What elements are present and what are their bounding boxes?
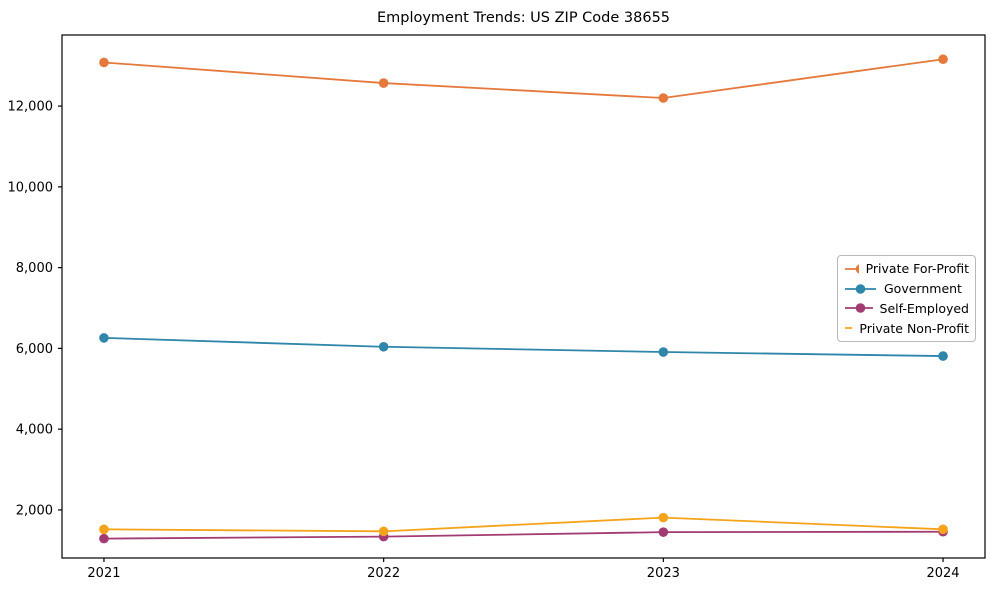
legend-swatch (845, 283, 876, 294)
legend-label: Government (884, 281, 962, 297)
legend-item: Self-Employed (844, 300, 969, 318)
y-tick-label: 8,000 (16, 261, 53, 276)
x-tick-label: 2021 (87, 566, 120, 581)
plot-frame (61, 34, 986, 559)
legend-swatch (845, 264, 859, 274)
data-point-marker (99, 533, 109, 544)
data-point-marker (658, 512, 669, 523)
chart-title: Employment Trends: US ZIP Code 38655 (376, 10, 671, 26)
legend-item: Private Non-Profit (844, 319, 969, 337)
legend: Private For-Profit Government Self-Employe… (837, 255, 976, 342)
data-point-marker (658, 93, 669, 103)
legend-label: Self-Employed (879, 300, 969, 316)
data-point-marker (378, 78, 389, 88)
x-tick-label: 2022 (367, 566, 400, 581)
legend-marker (855, 283, 866, 294)
data-point-marker (99, 57, 109, 68)
x-tick-label: 2024 (926, 566, 959, 581)
y-tick-label: 6,000 (16, 342, 53, 357)
series-line (103, 530, 944, 540)
legend-marker (855, 264, 859, 274)
legend-item: Private For-Profit (844, 260, 969, 278)
data-point-marker (378, 526, 389, 537)
data-point-marker (99, 524, 109, 535)
legend-swatch (845, 327, 853, 330)
legend-label: Private For-Profit (865, 261, 969, 277)
data-point-marker (938, 351, 948, 361)
data-point-marker (658, 347, 669, 357)
series-line (103, 58, 944, 99)
legend-item: Government (844, 280, 969, 298)
y-tick-label: 12,000 (8, 100, 54, 115)
y-tick-label: 10,000 (8, 180, 54, 195)
data-point-marker (378, 341, 389, 352)
y-tick-label: 2,000 (16, 503, 53, 518)
series-line (103, 336, 944, 357)
data-point-marker (658, 527, 669, 537)
data-point-marker (938, 524, 948, 535)
legend-label: Private Non-Profit (859, 320, 969, 336)
data-point-marker (938, 54, 948, 65)
x-tick-label: 2023 (647, 566, 680, 581)
y-tick-label: 4,000 (16, 423, 53, 438)
legend-marker (855, 303, 866, 314)
legend-swatch (845, 303, 873, 314)
series-line (103, 516, 944, 533)
data-point-marker (99, 333, 109, 343)
